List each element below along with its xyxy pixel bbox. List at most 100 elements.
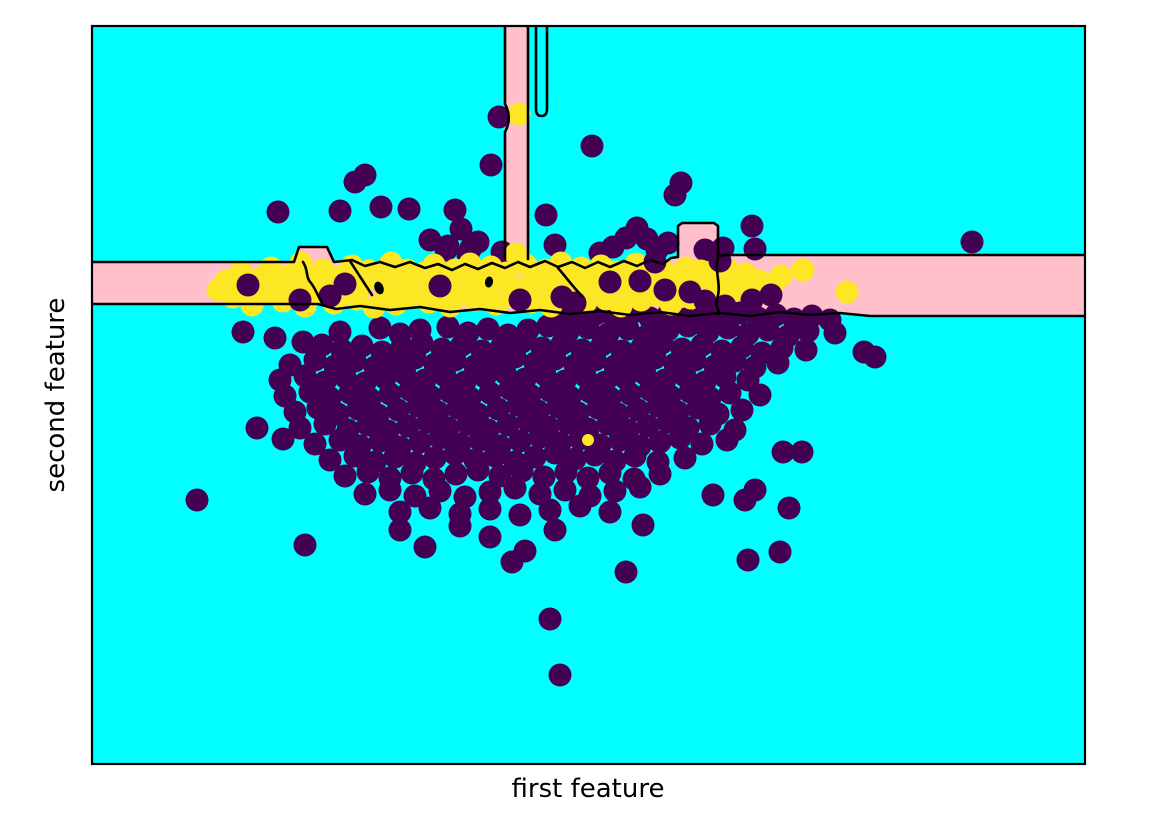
data-point-class-0 [616, 317, 640, 341]
data-point-class-0 [576, 316, 600, 340]
data-point-class-0 [759, 283, 783, 307]
data-point-class-0 [673, 446, 697, 470]
data-point-class-0 [614, 560, 638, 584]
data-point-class-0 [718, 381, 742, 405]
data-point-class-0 [563, 291, 587, 315]
data-point-class-0 [863, 345, 887, 369]
data-point-class-0 [245, 416, 269, 440]
data-point-class-0 [478, 480, 502, 504]
data-point-class-0 [487, 105, 511, 129]
data-point-class-0 [656, 231, 680, 255]
data-point-class-0 [466, 458, 490, 482]
data-point-class-0 [743, 237, 767, 261]
decision-boundary-inner-squiggle-mid2 [556, 266, 584, 298]
data-point-class-0 [444, 462, 468, 486]
data-point-class-0 [701, 483, 725, 507]
data-point-class-0 [796, 319, 820, 343]
data-point-class-0 [790, 440, 814, 464]
data-point-class-0 [543, 233, 567, 257]
data-point-class-0 [478, 497, 502, 521]
data-point-class-0 [598, 270, 622, 294]
data-point-class-0 [656, 410, 680, 434]
data-point-class-0 [516, 409, 540, 433]
decision-boundary-inner-squiggle-mid1 [348, 259, 374, 297]
data-point-class-0 [466, 230, 490, 254]
data-point-class-0 [456, 412, 480, 436]
data-point-class-0 [383, 445, 407, 469]
data-point-class-0 [303, 432, 327, 456]
data-point-class-0 [343, 444, 367, 468]
data-point-class-0 [528, 425, 552, 449]
data-point-class-0 [423, 446, 447, 470]
data-point-class-0 [556, 411, 580, 435]
data-point-class-0 [648, 462, 672, 486]
data-point-class-1 [835, 280, 859, 304]
data-point-class-1 [507, 102, 531, 126]
data-point-class-0 [771, 440, 795, 464]
data-point-class-0 [740, 214, 764, 238]
data-point-class-0 [436, 234, 460, 258]
data-point-class-0 [413, 535, 437, 559]
data-point-class-0 [756, 318, 780, 342]
decision-boundary-band-outline [93, 221, 1084, 318]
data-point-class-0 [478, 525, 502, 549]
data-point-class-0 [553, 478, 577, 502]
data-point-class-0 [538, 607, 562, 631]
data-point-class-0 [690, 432, 714, 456]
data-point-class-0 [568, 494, 592, 518]
data-point-class-1 [791, 258, 815, 282]
data-point-class-0 [676, 314, 700, 338]
data-point-class-0 [636, 414, 660, 438]
data-point-class-0 [823, 321, 847, 345]
data-point-class-0 [543, 518, 567, 542]
data-point-class-0 [766, 351, 790, 375]
data-point-class-0 [369, 195, 393, 219]
decision-boundary-notch-outline [534, 27, 549, 118]
data-point-class-0 [698, 412, 722, 436]
decision-boundary-vband-left-line [503, 27, 511, 261]
data-point-class-0 [333, 272, 357, 296]
data-point-class-0 [428, 479, 452, 503]
data-point-class-0 [715, 428, 739, 452]
data-point-class-0 [500, 550, 524, 574]
data-point-class-0 [580, 134, 604, 158]
x-axis-label: first feature [511, 774, 665, 804]
data-point-class-0 [288, 416, 312, 440]
data-point-class-0 [628, 475, 652, 499]
data-point-class-0 [353, 163, 377, 187]
data-point-class-0 [396, 414, 420, 438]
plot-contents [93, 27, 1084, 763]
data-point-class-0 [631, 513, 655, 537]
data-point-class-0 [536, 314, 560, 338]
data-point-class-0 [356, 460, 380, 484]
data-point-class-0 [416, 410, 440, 434]
data-point-class-0 [483, 444, 507, 468]
decision-boundary-blob [484, 276, 494, 288]
data-point-class-0 [508, 429, 532, 453]
data-point-class-0 [748, 383, 772, 407]
data-point-class-0 [368, 429, 392, 453]
data-point-class-0 [628, 269, 652, 293]
data-point-class-0 [468, 428, 492, 452]
data-point-class-0 [263, 326, 287, 350]
decision-boundary-inner-squiggle-left [301, 260, 324, 305]
data-point-class-0 [603, 479, 627, 503]
data-point-class-0 [479, 153, 503, 177]
decision-boundary-inner-squiggle-right [715, 255, 721, 316]
data-point-class-0 [598, 461, 622, 485]
data-point-class-0 [583, 443, 607, 467]
data-point-class-0 [271, 427, 295, 451]
data-point-class-0 [185, 488, 209, 512]
data-point-class-0 [534, 203, 558, 227]
region-cyan-notch [536, 27, 547, 116]
data-point-class-0 [777, 496, 801, 520]
data-point-class-0 [736, 548, 760, 572]
data-point-class-0 [428, 274, 452, 298]
data-point-class-0 [708, 249, 732, 273]
data-point-class-0 [293, 533, 317, 557]
data-point-class-0 [503, 476, 527, 500]
data-point-class-0 [476, 317, 500, 341]
data-point-class-0 [368, 316, 392, 340]
data-point-class-0 [716, 316, 740, 340]
